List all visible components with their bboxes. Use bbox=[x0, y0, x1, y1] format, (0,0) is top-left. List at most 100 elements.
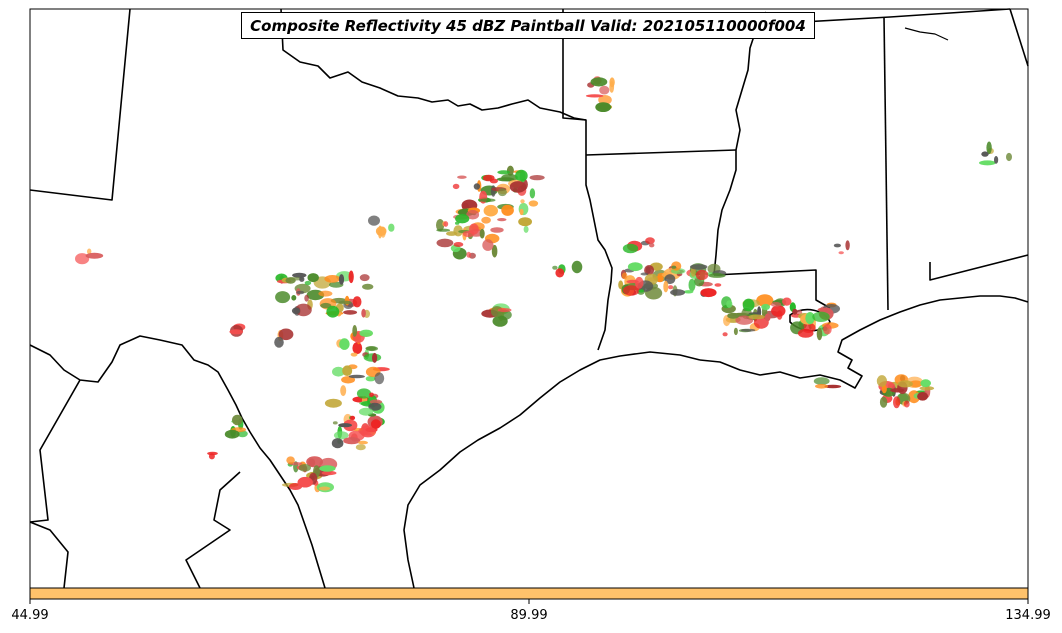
reflectivity-blob bbox=[529, 188, 536, 199]
reflectivity-blob bbox=[292, 272, 307, 278]
reflectivity-blob bbox=[341, 376, 356, 384]
colorbar-tick-label-min: 44.99 bbox=[11, 608, 49, 623]
reflectivity-blob bbox=[695, 269, 709, 281]
reflectivity-blob bbox=[797, 328, 814, 338]
reflectivity-blob bbox=[358, 440, 368, 445]
state-boundaries bbox=[29, 8, 1029, 589]
reflectivity-blob bbox=[321, 470, 337, 476]
reflectivity-blob bbox=[479, 198, 496, 202]
reflectivity-blob bbox=[761, 303, 770, 311]
reflectivity-blob bbox=[519, 208, 524, 216]
tn-lake bbox=[904, 27, 949, 41]
mississippi-river bbox=[713, 11, 767, 276]
reflectivity-blob bbox=[994, 156, 999, 164]
ar-la-border bbox=[585, 149, 737, 156]
reflectivity-blob bbox=[307, 273, 319, 283]
reflectivity-blob bbox=[700, 288, 717, 298]
reflectivity-blob bbox=[368, 215, 380, 226]
reflectivity-blob bbox=[501, 204, 514, 216]
reflectivity-blob bbox=[304, 294, 309, 302]
reflectivity-blob bbox=[890, 388, 905, 393]
reflectivity-blob bbox=[727, 312, 740, 319]
reflectivity-blob bbox=[489, 178, 498, 184]
reflectivity-blob bbox=[756, 294, 774, 307]
reflectivity-blob bbox=[286, 456, 295, 465]
reflectivity-blob bbox=[817, 307, 827, 312]
reflectivity-blob bbox=[362, 283, 374, 290]
al-ga-border bbox=[1009, 8, 1029, 67]
reflectivity-blob bbox=[733, 327, 738, 336]
reflectivity-blob bbox=[361, 308, 366, 318]
tx-ar-border bbox=[562, 9, 613, 351]
reflectivity-blob bbox=[497, 308, 512, 313]
reflectivity-blob bbox=[714, 283, 722, 287]
ms-al-border bbox=[883, 16, 889, 311]
reflectivity-blob bbox=[723, 315, 731, 327]
reflectivity-blob bbox=[748, 314, 765, 320]
reflectivity-blob bbox=[229, 329, 243, 335]
reflectivity-blob bbox=[473, 183, 481, 190]
colorbar-tick-label-max: 134.99 bbox=[1005, 608, 1051, 623]
reflectivity-blob bbox=[490, 227, 504, 233]
reflectivity-blob bbox=[640, 272, 649, 276]
map-title: Composite Reflectivity 45 dBZ Paintball … bbox=[241, 12, 815, 39]
reflectivity-blob bbox=[343, 310, 358, 315]
reflectivity-blob bbox=[370, 419, 381, 429]
reflectivity-blob bbox=[374, 372, 385, 385]
reflectivity-blob bbox=[622, 243, 639, 254]
reflectivity-blob bbox=[664, 274, 676, 285]
reflectivity-blob bbox=[352, 325, 358, 337]
reflectivity-blob bbox=[338, 300, 352, 305]
reflectivity-blob bbox=[683, 290, 694, 294]
reflectivity-blob bbox=[879, 396, 888, 408]
reflectivity-blob bbox=[638, 289, 644, 293]
reflectivity-blob bbox=[688, 278, 696, 292]
reflectivity-blob bbox=[771, 305, 786, 317]
reflectivity-blob bbox=[319, 465, 336, 472]
reflectivity-blob bbox=[483, 204, 498, 217]
reflectivity-blob bbox=[388, 223, 395, 232]
reflectivity-blob bbox=[436, 228, 451, 232]
reflectivity-blob bbox=[224, 429, 240, 439]
reflectivity-blob bbox=[359, 329, 374, 337]
reflectivity-blob bbox=[986, 141, 992, 155]
reflectivity-blob bbox=[331, 438, 344, 449]
reflectivity-blob bbox=[324, 275, 341, 283]
reflectivity-blob bbox=[274, 336, 284, 348]
reflectivity-blob bbox=[355, 444, 366, 451]
reflectivity-blob bbox=[816, 327, 823, 341]
reflectivity-blob bbox=[457, 175, 467, 179]
colorbar bbox=[29, 587, 1029, 604]
reflectivity-blob bbox=[893, 396, 901, 409]
nm-tx-border-north bbox=[29, 8, 131, 201]
reflectivity-blob bbox=[920, 379, 931, 388]
reflectivity-blob bbox=[446, 231, 458, 236]
reflectivity-blob bbox=[740, 328, 756, 332]
reflectivity-blob bbox=[295, 303, 312, 317]
reflectivity-blob bbox=[366, 346, 378, 352]
reflectivity-blob bbox=[529, 175, 545, 181]
reflectivity-blob bbox=[838, 251, 844, 255]
reflectivity-blob bbox=[824, 384, 842, 389]
reflectivity-blob bbox=[350, 352, 358, 357]
reflectivity-blob bbox=[792, 308, 798, 315]
reflectivity-blob bbox=[297, 476, 313, 488]
reflectivity-blob bbox=[358, 426, 377, 436]
reflectivity-blob bbox=[320, 302, 332, 309]
reflectivity-blob bbox=[735, 315, 754, 325]
reflectivity-blob bbox=[452, 183, 460, 190]
reflectivity-blob bbox=[333, 431, 349, 440]
reflectivity-blob bbox=[497, 170, 511, 175]
reflectivity-blob bbox=[742, 298, 755, 312]
reflectivity-blob bbox=[722, 332, 728, 337]
reflectivity-blob bbox=[358, 407, 374, 416]
reflectivity-blob bbox=[453, 242, 464, 247]
reflectivity-blob bbox=[571, 260, 583, 274]
reflectivity-blob bbox=[380, 226, 386, 238]
reflectivity-blob bbox=[278, 328, 294, 341]
reflectivity-blob bbox=[634, 276, 644, 289]
reflectivity-blob bbox=[352, 296, 362, 308]
reflectivity-blob bbox=[805, 312, 815, 325]
reflectivity-blob bbox=[298, 464, 311, 472]
